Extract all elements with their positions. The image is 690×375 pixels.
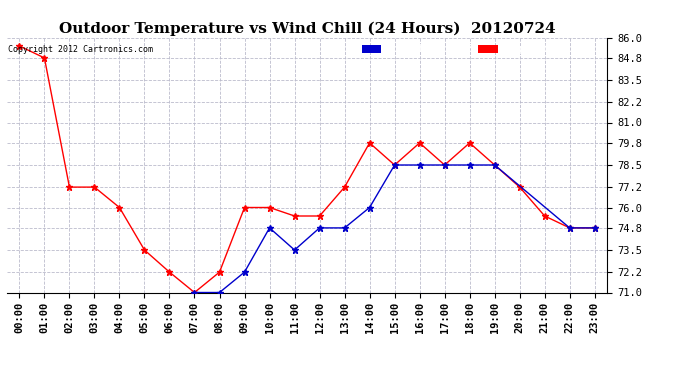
Legend: Wind Chill  (°F), Temperature  (°F): Wind Chill (°F), Temperature (°F)	[360, 42, 602, 56]
Text: Copyright 2012 Cartronics.com: Copyright 2012 Cartronics.com	[8, 45, 153, 54]
Title: Outdoor Temperature vs Wind Chill (24 Hours)  20120724: Outdoor Temperature vs Wind Chill (24 Ho…	[59, 22, 555, 36]
